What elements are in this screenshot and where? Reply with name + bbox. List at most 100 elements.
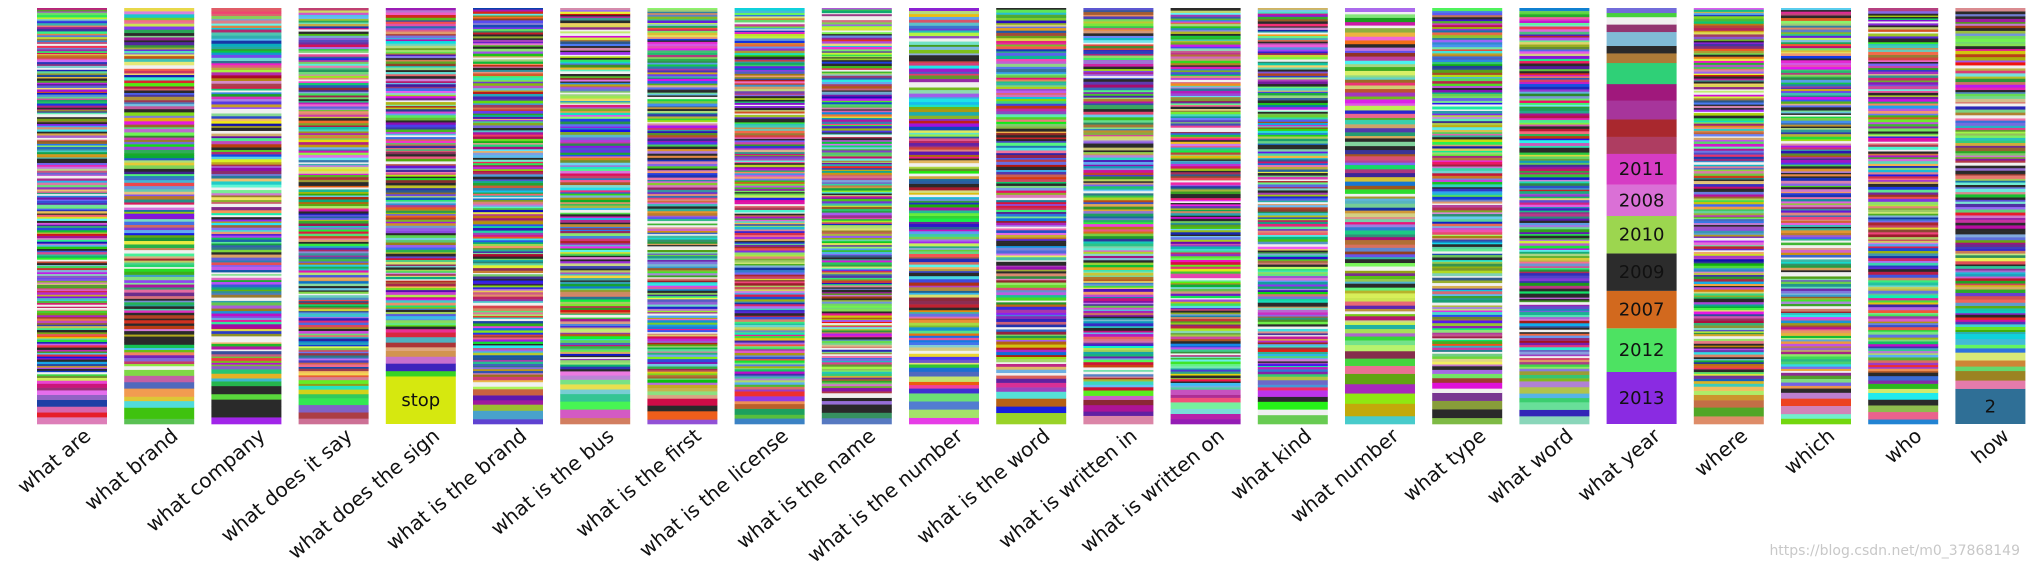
- answer-stripe: [473, 211, 543, 215]
- answer-stripe: [996, 211, 1067, 214]
- answer-stripe: [996, 66, 1067, 69]
- answer-stripe: [473, 45, 543, 47]
- answer-stripe: [647, 14, 718, 17]
- bar-which: [1781, 8, 1851, 425]
- answer-stripe: [1083, 297, 1154, 301]
- answer-stripe: [211, 8, 282, 12]
- answer-stripe: [1257, 23, 1328, 27]
- answer-stripe: [1781, 322, 1851, 326]
- answer-stripe: [909, 409, 979, 418]
- answer-stripe: [1345, 383, 1415, 394]
- answer-stripe: [996, 218, 1067, 222]
- answer-stripe: [1170, 40, 1241, 43]
- answer-stripe: [298, 29, 369, 32]
- answer-stripe: [1868, 65, 1939, 69]
- answer-stripe: [298, 283, 369, 287]
- answer-stripe: [1257, 153, 1328, 156]
- answer-stripe: [647, 319, 718, 323]
- answer-stripe: [1519, 164, 1590, 167]
- answer-stripe: [909, 28, 979, 31]
- answer-stripe: [734, 183, 805, 186]
- answer-stripe: [821, 69, 892, 72]
- answer-stripe: [385, 131, 456, 134]
- answer-stripe: [124, 160, 195, 163]
- answer-stripe: [560, 244, 631, 247]
- answer-stripe: [821, 12, 892, 15]
- answer-stripe: [385, 82, 456, 85]
- answer-stripe: [1868, 304, 1939, 308]
- answer-stripe: [734, 250, 805, 253]
- answer-stripe: [734, 199, 805, 203]
- answer-stripe: [734, 65, 805, 69]
- answer-stripe: [1432, 113, 1503, 116]
- answer-stripe: [1868, 121, 1939, 125]
- answer-stripe: [996, 363, 1067, 367]
- answer-stripe: [37, 182, 107, 186]
- answer-stripe: [298, 18, 369, 21]
- answer-stripe: [821, 119, 892, 122]
- answer-stripe: [385, 296, 456, 299]
- answer-stripe: [1432, 57, 1503, 60]
- answer-stripe: [1083, 103, 1154, 106]
- answer-stripe: [647, 331, 718, 334]
- answer-stripe: [298, 159, 369, 163]
- answer-stripe: [1083, 309, 1154, 312]
- answer-stripe: [1781, 308, 1851, 312]
- answer-stripe: [734, 252, 805, 255]
- answer-stripe: [821, 161, 892, 163]
- answer-stripe: [1519, 368, 1590, 372]
- answer-stripe: [37, 70, 107, 74]
- answer-stripe: [1170, 139, 1241, 142]
- answer-stripe: [996, 88, 1067, 91]
- answer-stripe: [1519, 26, 1590, 30]
- answer-stripe: [124, 68, 195, 71]
- answer-stripe: [211, 57, 282, 61]
- answer-stripe: [1519, 139, 1590, 144]
- answer-stripe: [560, 106, 631, 109]
- answer-stripe: [560, 162, 631, 166]
- answer-stripe: [473, 288, 543, 291]
- answer-stripe: [385, 14, 456, 18]
- answer-stripe: [385, 37, 456, 40]
- answer-stripe: [211, 343, 282, 347]
- answer-stripe: [1868, 322, 1939, 326]
- answer-stripe: [821, 96, 892, 99]
- answer-stripe: [1257, 97, 1328, 101]
- answer-stripe: [1781, 90, 1851, 93]
- answer-stripe: [1083, 376, 1154, 378]
- answer-stripe: [821, 162, 892, 165]
- answer-stripe: [996, 131, 1067, 134]
- answer-stripe: [37, 341, 107, 344]
- answer-stripe: [1432, 42, 1503, 45]
- answer-stripe: [1693, 98, 1764, 101]
- answer-stripe: [996, 238, 1067, 241]
- answer-stripe: [996, 256, 1067, 261]
- answer-stripe: [1083, 174, 1154, 177]
- answer-stripe: [211, 96, 282, 100]
- answer-stripe: [298, 338, 369, 342]
- answer-stripe: [1170, 241, 1241, 244]
- answer-stripe: [385, 78, 456, 82]
- answer-stripe: [473, 53, 543, 57]
- answer-stripe: [560, 253, 631, 256]
- answer-stripe: [1170, 340, 1241, 344]
- answer-stripe: [1955, 261, 2026, 265]
- answer-stripe: [909, 261, 979, 265]
- answer-stripe: [124, 14, 195, 18]
- bar-what-is-the-name: [821, 8, 892, 425]
- answer-stripe: [1519, 170, 1590, 173]
- answer-stripe: [211, 104, 282, 108]
- answer-stripe: [473, 131, 543, 135]
- answer-stripe: [298, 241, 369, 244]
- answer-stripe: [1083, 203, 1154, 207]
- answer-stripe: [1432, 89, 1503, 93]
- answer-stripe: [734, 44, 805, 47]
- answer-stripe: [1868, 47, 1939, 50]
- answer-stripe: [211, 149, 282, 152]
- answer-stripe: [647, 220, 718, 224]
- answer-stripe: [37, 257, 107, 260]
- answer-stripe: [1868, 213, 1939, 216]
- answer-stripe: [560, 327, 631, 330]
- answer-stripe: [124, 173, 195, 177]
- answer-stripe: [1781, 59, 1851, 64]
